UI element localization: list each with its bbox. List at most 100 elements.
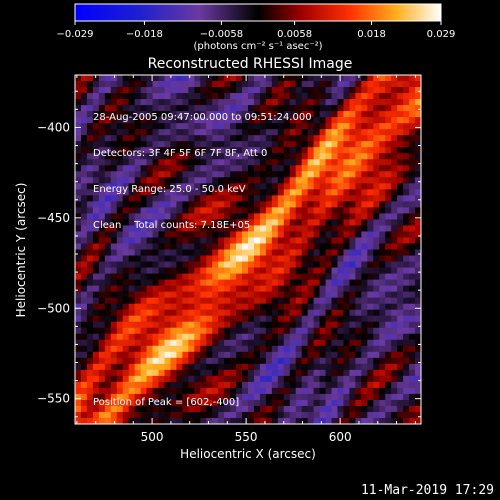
heatmap-cell bbox=[277, 123, 285, 130]
heatmap-cell bbox=[75, 99, 82, 106]
heatmap-cell bbox=[307, 405, 315, 413]
heatmap-cell bbox=[403, 375, 410, 383]
heatmap-cell bbox=[385, 357, 392, 365]
heatmap-cell bbox=[301, 189, 309, 196]
heatmap-cell bbox=[122, 339, 130, 347]
heatmap-cell bbox=[194, 81, 201, 88]
heatmap-cell bbox=[271, 93, 279, 100]
heatmap-cell bbox=[265, 345, 273, 353]
heatmap-cell bbox=[206, 297, 213, 305]
heatmap-cell bbox=[337, 177, 345, 184]
heatmap-cell bbox=[98, 171, 106, 178]
heatmap-cell bbox=[385, 99, 392, 106]
heatmap-cell bbox=[253, 291, 261, 299]
heatmap-cell bbox=[343, 129, 351, 136]
heatmap-cell bbox=[343, 237, 351, 245]
heatmap-cell bbox=[361, 159, 368, 166]
heatmap-cell bbox=[86, 201, 94, 208]
heatmap-cell bbox=[301, 393, 309, 401]
heatmap-cell bbox=[265, 135, 273, 142]
heatmap-cell bbox=[295, 183, 303, 190]
heatmap-cell bbox=[176, 99, 183, 106]
heatmap-cell bbox=[152, 99, 160, 106]
heatmap-cell bbox=[391, 249, 398, 257]
heatmap-cell bbox=[188, 111, 195, 118]
heatmap-cell bbox=[170, 381, 178, 389]
heatmap-cell bbox=[152, 231, 160, 239]
heatmap-cell bbox=[373, 411, 380, 419]
heatmap-cell bbox=[230, 417, 237, 424]
heatmap-cell bbox=[146, 159, 154, 166]
heatmap-cell bbox=[313, 333, 321, 341]
heatmap-cell bbox=[122, 363, 130, 371]
heatmap-cell bbox=[253, 393, 261, 401]
heatmap-cell bbox=[200, 327, 207, 335]
heatmap-cell bbox=[259, 171, 267, 178]
heatmap-cell bbox=[271, 333, 279, 341]
heatmap-cell bbox=[313, 273, 321, 281]
heatmap-cell bbox=[277, 117, 285, 124]
heatmap-cell bbox=[236, 399, 243, 407]
heatmap-cell bbox=[385, 291, 392, 299]
heatmap-cell bbox=[325, 273, 333, 281]
heatmap-cell bbox=[188, 123, 195, 130]
heatmap-cell bbox=[134, 297, 142, 305]
heatmap-cell bbox=[75, 387, 82, 395]
heatmap-cell bbox=[242, 315, 249, 323]
heatmap-cell bbox=[277, 213, 285, 221]
heatmap-cell bbox=[259, 399, 267, 407]
heatmap-cell bbox=[415, 243, 421, 251]
heatmap-cell bbox=[75, 105, 82, 112]
heatmap-cell bbox=[206, 207, 213, 214]
heatmap-cell bbox=[176, 411, 183, 419]
heatmap-cell bbox=[170, 297, 178, 305]
heatmap-cell bbox=[182, 387, 189, 395]
heatmap-cell bbox=[409, 141, 416, 148]
heatmap-cell bbox=[415, 291, 421, 299]
heatmap-cell bbox=[379, 183, 386, 190]
heatmap-cell bbox=[349, 123, 356, 130]
heatmap-cell bbox=[164, 213, 172, 221]
heatmap-cell bbox=[289, 267, 297, 275]
heatmap-cell bbox=[403, 345, 410, 353]
heatmap-cell bbox=[92, 387, 100, 395]
heatmap-cell bbox=[289, 309, 297, 317]
heatmap-cell bbox=[104, 387, 112, 395]
heatmap-cell bbox=[92, 339, 100, 347]
heatmap-cell bbox=[75, 207, 82, 214]
heatmap-cell bbox=[248, 165, 255, 172]
heatmap-cell bbox=[110, 147, 118, 154]
heatmap-cell bbox=[224, 249, 231, 257]
heatmap-cell bbox=[152, 123, 160, 130]
heatmap-cell bbox=[301, 141, 309, 148]
heatmap-cell bbox=[92, 195, 100, 202]
heatmap-cell bbox=[158, 309, 166, 317]
annotation-time-range: 28-Aug-2005 09:47:00.000 to 09:51:24.000 bbox=[93, 112, 312, 123]
heatmap-cell bbox=[146, 105, 154, 112]
heatmap-cell bbox=[170, 93, 178, 100]
heatmap-cell bbox=[283, 261, 291, 269]
heatmap-cell bbox=[397, 75, 404, 82]
heatmap-cell bbox=[98, 321, 106, 329]
heatmap-cell bbox=[313, 81, 321, 88]
heatmap-cell bbox=[379, 297, 386, 305]
heatmap-cell bbox=[104, 213, 112, 221]
heatmap-cell bbox=[170, 399, 178, 407]
heatmap-cell bbox=[313, 225, 321, 233]
heatmap-cell bbox=[331, 117, 339, 124]
heatmap-cell bbox=[313, 279, 321, 287]
heatmap-cell bbox=[140, 333, 148, 341]
heatmap-cell bbox=[242, 285, 249, 293]
heatmap-cell bbox=[373, 201, 380, 208]
heatmap-cell bbox=[122, 99, 130, 106]
heatmap-cell bbox=[242, 207, 249, 214]
heatmap-cell bbox=[379, 363, 386, 371]
heatmap-cell bbox=[236, 129, 243, 136]
heatmap-cell bbox=[379, 93, 386, 100]
heatmap-cell bbox=[98, 399, 106, 407]
heatmap-cell bbox=[170, 369, 178, 377]
heatmap-cell bbox=[218, 321, 225, 329]
heatmap-cell bbox=[337, 381, 345, 389]
heatmap-cell bbox=[188, 399, 195, 407]
heatmap-cell bbox=[158, 303, 166, 311]
